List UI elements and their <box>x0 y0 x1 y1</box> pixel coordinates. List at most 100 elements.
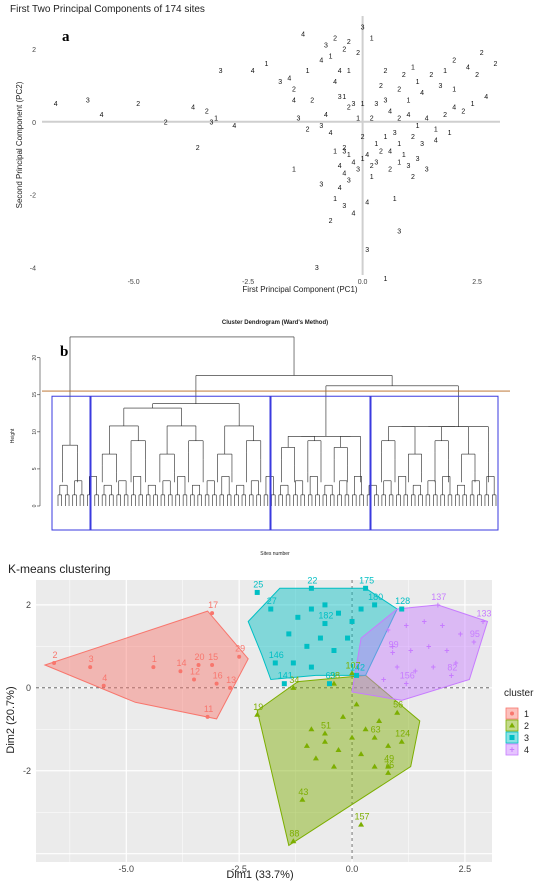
pca-point-label: 4 <box>420 90 424 97</box>
legend-marker-circle <box>510 711 514 716</box>
pca-point-label: 1 <box>471 101 475 108</box>
pca-point-label: 1 <box>402 152 406 159</box>
pca-point-label: 2 <box>379 148 383 155</box>
cluster-2-point-marker <box>362 726 369 732</box>
pca-y-tick-label: 0 <box>32 120 36 127</box>
pca-y-tick-label: -2 <box>30 193 36 200</box>
point-label: 16 <box>213 671 223 681</box>
cluster-3-point-marker <box>399 606 405 612</box>
pca-point-label: 3 <box>347 178 351 185</box>
pca-point-label: 1 <box>416 123 420 130</box>
pca-point-label: 2 <box>361 134 365 141</box>
kmeans-cluster-plot: K-means clustering c Dim1 (33.7%) Dim2 (… <box>5 562 534 881</box>
cluster-2-point-marker <box>353 701 360 707</box>
cluster-2-point-marker <box>290 684 297 690</box>
pca-point-label: 1 <box>292 167 296 174</box>
pca-point-label: 1 <box>393 196 397 203</box>
pca-point-label: 4 <box>452 105 456 112</box>
point-label: 25 <box>253 579 263 589</box>
dendrogram-y-tick-label: 0 <box>32 504 38 507</box>
cluster-3-point-marker <box>349 618 355 624</box>
cluster-4-point-marker: + <box>408 646 413 656</box>
kmeans-x-tick-label: -2.5 <box>231 864 247 874</box>
pca-point-label: 2 <box>461 108 465 115</box>
pca-point-label: 2 <box>443 112 447 119</box>
cluster-3-point-marker <box>268 606 274 612</box>
cluster-4-point-marker: + <box>404 621 409 631</box>
cluster-3-point-marker <box>354 672 360 678</box>
cluster-4-point-marker: + <box>381 675 386 685</box>
point-label: 38 <box>330 671 340 681</box>
point-label: 11 <box>204 704 213 714</box>
point-label: 3 <box>89 654 94 664</box>
pca-point-label: 4 <box>388 148 392 155</box>
dendrogram-y-tick-label: 10 <box>32 429 38 435</box>
point-label: 27 <box>267 596 277 606</box>
pca-point-label: 3 <box>324 43 328 50</box>
pca-point-label: 3 <box>278 79 282 86</box>
cluster-4-point-marker: + <box>444 646 449 656</box>
cluster-3-point-marker <box>358 606 364 612</box>
cluster-2-point-marker <box>299 796 306 802</box>
point-label: 133 <box>476 608 491 618</box>
cluster-4-point-marker: + <box>453 658 458 668</box>
pca-point-label: 1 <box>264 61 268 68</box>
pca-point-label: 2 <box>342 46 346 53</box>
cluster-1-point-marker <box>151 665 156 670</box>
point-label: 14 <box>176 658 186 668</box>
pca-point-label: 3 <box>319 181 323 188</box>
pca-point-label: 2 <box>342 145 346 152</box>
pca-point-label: 3 <box>393 130 397 137</box>
legend-label: 3 <box>524 733 529 743</box>
pca-point-label: 4 <box>329 130 333 137</box>
cluster-2-point-marker <box>335 747 342 753</box>
cluster-4-point-marker: + <box>395 662 400 672</box>
pca-point-label: 2 <box>164 119 168 126</box>
cluster-4-point-marker: + <box>449 670 454 680</box>
pca-point-label: 2 <box>310 97 314 104</box>
pca-point-label: 4 <box>54 101 58 108</box>
cluster-4-point-marker: + <box>471 637 476 647</box>
pca-point-label: 1 <box>448 130 452 137</box>
cluster-1-point-marker <box>210 663 215 668</box>
cluster-3-point-marker <box>372 602 378 608</box>
cluster-1-point-marker <box>196 663 201 668</box>
point-label: 82 <box>447 662 457 672</box>
cluster-3-point-marker <box>308 585 314 591</box>
cluster-2-point-marker <box>371 734 378 740</box>
cluster-2-point-marker <box>385 742 392 748</box>
cluster-1-point-marker <box>237 654 242 659</box>
pca-point-label: 1 <box>333 148 337 155</box>
pca-point-label: 3 <box>342 148 346 155</box>
cluster-3-point-marker <box>345 635 351 641</box>
point-label: 137 <box>431 592 446 602</box>
pca-point-label: 4 <box>338 185 342 192</box>
cluster-2-point-marker <box>254 711 261 717</box>
point-label: 76 <box>384 760 394 770</box>
pca-point-label: 2 <box>306 127 310 134</box>
point-label: 20 <box>195 652 205 662</box>
pca-point-label: 2 <box>196 145 200 152</box>
pca-point-label: 1 <box>342 94 346 101</box>
pca-point-label: 3 <box>319 123 323 130</box>
dendrogram-plot: Cluster Dendrogram (Ward's Method) b Sit… <box>10 320 510 557</box>
dendrogram-cluster-box <box>370 395 499 531</box>
point-label: 4 <box>102 673 107 683</box>
cluster-2-point-marker <box>303 742 310 748</box>
cluster-4-point-marker: + <box>386 625 391 635</box>
pca-point-label: 3 <box>439 83 443 90</box>
point-label: 141 <box>278 671 293 681</box>
pca-title: First Two Principal Components of 174 si… <box>10 4 205 15</box>
pca-x-tick-label: -5.0 <box>128 279 140 286</box>
point-label: 63 <box>371 725 381 735</box>
pca-x-tick-label: 0.0 <box>358 279 368 286</box>
point-label: 180 <box>368 592 383 602</box>
pca-point-label: 4 <box>319 57 323 64</box>
pca-point-label: 4 <box>287 76 291 83</box>
cluster-3-point-marker <box>363 585 369 591</box>
pca-point-label: 2 <box>411 134 415 141</box>
pca-point-label: 1 <box>434 127 438 134</box>
point-label: 56 <box>393 700 403 710</box>
cluster-4-point-marker: + <box>390 648 395 658</box>
point-label: 15 <box>208 652 218 662</box>
